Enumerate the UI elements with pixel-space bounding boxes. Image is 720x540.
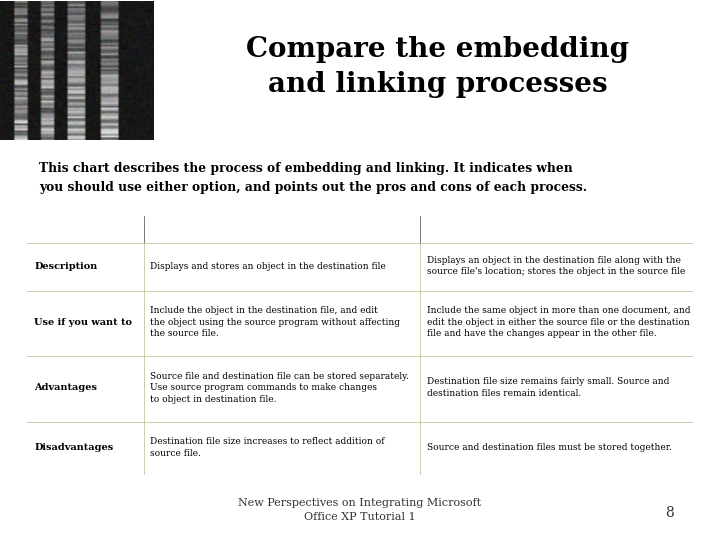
Text: Compare the embedding
and linking processes: Compare the embedding and linking proces…: [246, 36, 629, 98]
Text: Include the object in the destination file, and edit
the object using the source: Include the object in the destination fi…: [150, 306, 400, 338]
Text: Disadvantages: Disadvantages: [35, 443, 114, 452]
Text: Displays an object in the destination file along with the
source file's location: Displays an object in the destination fi…: [426, 256, 685, 276]
Text: Use if you want to: Use if you want to: [35, 318, 132, 327]
Text: EMBEDDING: EMBEDDING: [249, 225, 315, 234]
Text: New Perspectives on Integrating Microsoft
Office XP Tutorial 1: New Perspectives on Integrating Microsof…: [238, 498, 482, 522]
Text: LINKING: LINKING: [534, 225, 579, 234]
Text: Include the same object in more than one document, and
edit the object in either: Include the same object in more than one…: [426, 306, 690, 338]
Text: Advantages: Advantages: [35, 383, 97, 392]
Text: Source file and destination file can be stored separately.
Use source program co: Source file and destination file can be …: [150, 372, 409, 403]
Text: Description: Description: [35, 262, 98, 271]
Text: 8: 8: [665, 506, 674, 520]
Text: Source and destination files must be stored together.: Source and destination files must be sto…: [426, 443, 672, 452]
Text: Destination file size increases to reflect addition of
source file.: Destination file size increases to refle…: [150, 437, 385, 458]
Text: This chart describes the process of embedding and linking. It indicates when
you: This chart describes the process of embe…: [40, 163, 588, 194]
Text: Destination file size remains fairly small. Source and
destination files remain : Destination file size remains fairly sma…: [426, 377, 669, 398]
Text: Displays and stores an object in the destination file: Displays and stores an object in the des…: [150, 262, 386, 271]
